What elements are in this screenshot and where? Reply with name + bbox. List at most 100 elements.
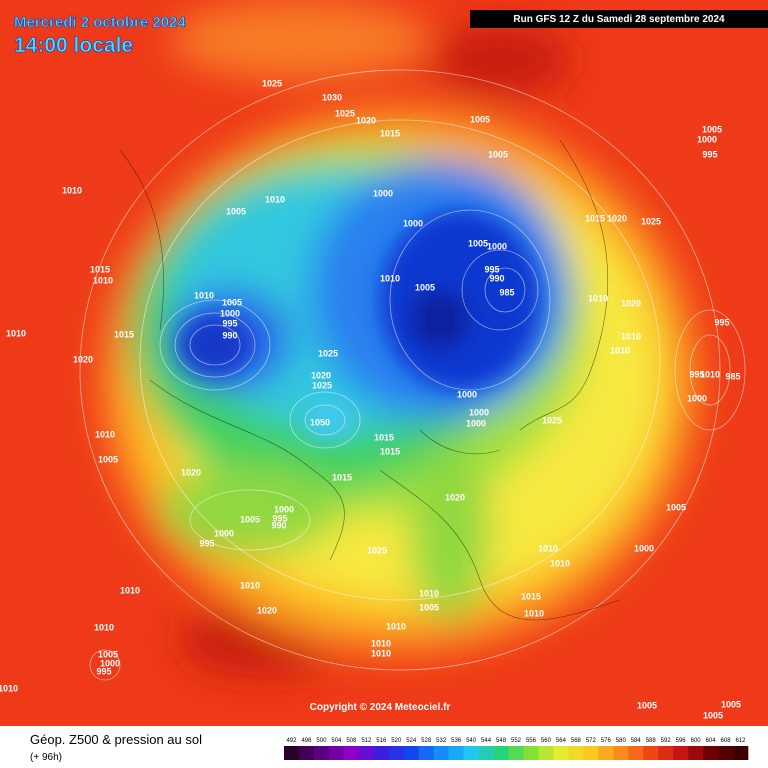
isobar-label: 1010 bbox=[371, 648, 391, 658]
isobar-label: 1010 bbox=[550, 558, 570, 568]
isobar-label: 1010 bbox=[93, 275, 113, 285]
isobar-label: 1010 bbox=[62, 185, 82, 195]
scale-label: 548 bbox=[496, 738, 507, 744]
isobar-label: 1020 bbox=[181, 467, 201, 477]
scale-swatch bbox=[688, 746, 704, 760]
isobar-label: 1000 bbox=[373, 188, 393, 198]
isobar-label: 985 bbox=[725, 371, 740, 381]
isobar-label: 995 bbox=[222, 318, 237, 328]
isobar-label: 1000 bbox=[403, 218, 423, 228]
isobar-label: 1005 bbox=[226, 206, 246, 216]
isobar-label: 1005 bbox=[666, 502, 686, 512]
isobar-label: 1025 bbox=[312, 380, 332, 390]
isobar-label: 990 bbox=[489, 273, 504, 283]
isobar-label: 1005 bbox=[721, 699, 741, 709]
scale-swatch bbox=[418, 746, 434, 760]
scale-swatch bbox=[658, 746, 674, 760]
isobar-label: 1010 bbox=[240, 580, 260, 590]
scale-swatch bbox=[358, 746, 375, 760]
scale-swatch bbox=[703, 746, 719, 760]
scale-label: 496 bbox=[301, 738, 312, 744]
scale-swatch bbox=[433, 746, 449, 760]
time-title: 14:00 locale bbox=[14, 34, 133, 57]
isobar-label: 1010 bbox=[386, 621, 406, 631]
isobar-label: 1015 bbox=[332, 472, 352, 482]
color-scale: 492 496 500 504 508 512 516 520 524 528 532 536 540 5… bbox=[284, 738, 749, 760]
scale-label: 512 bbox=[361, 738, 372, 744]
isobar-label: 1005 bbox=[222, 297, 242, 307]
scale-label: 540 bbox=[466, 738, 477, 744]
footer-lead: (+ 96h) bbox=[30, 752, 62, 763]
isobar-label: 995 bbox=[714, 317, 729, 327]
scale-swatch bbox=[553, 746, 569, 760]
scale-label: 552 bbox=[511, 738, 522, 744]
scale-label: 544 bbox=[481, 738, 492, 744]
scale-label: 584 bbox=[631, 738, 642, 744]
scale-swatch bbox=[508, 746, 524, 760]
scale-label: 556 bbox=[526, 738, 537, 744]
isobar-label: 1010 bbox=[265, 194, 285, 204]
isobar-label: 1010 bbox=[94, 622, 114, 632]
isobar-label: 1000 bbox=[100, 658, 120, 668]
scale-swatch bbox=[478, 746, 494, 760]
isobar-label: 995 bbox=[702, 149, 717, 159]
scale-label: 528 bbox=[421, 738, 432, 744]
isobars bbox=[79, 69, 746, 681]
scale-label: 600 bbox=[691, 738, 702, 744]
date-title: Mercredi 2 octobre 2024 bbox=[14, 14, 186, 31]
isobar-label: 1000 bbox=[687, 393, 707, 403]
isobar-label: 1000 bbox=[457, 389, 477, 399]
isobar-label: 1005 bbox=[637, 700, 657, 710]
isobar-label: 1005 bbox=[470, 114, 490, 124]
scale-swatch bbox=[463, 746, 479, 760]
scale-swatch bbox=[523, 746, 539, 760]
scale-swatch bbox=[613, 746, 629, 760]
scale-label: 560 bbox=[541, 738, 552, 744]
isobar-label: 1015 bbox=[585, 213, 605, 223]
isobar-label: 1000 bbox=[634, 543, 654, 553]
isobar-label: 995 bbox=[199, 538, 214, 548]
scale-swatch bbox=[733, 746, 749, 760]
isobar-label: 1010 bbox=[524, 608, 544, 618]
isobar-label: 995 bbox=[484, 264, 499, 274]
isobar-label: 1010 bbox=[621, 331, 641, 341]
isobar-label: 1015 bbox=[374, 432, 394, 442]
isobar-label: 1015 bbox=[380, 128, 400, 138]
scale-label: 516 bbox=[376, 738, 387, 744]
isobar-label: 1020 bbox=[621, 298, 641, 308]
isobar-label: 1000 bbox=[214, 528, 234, 538]
isobar-label: 1015 bbox=[114, 329, 134, 339]
scale-swatch bbox=[298, 746, 315, 760]
copyright: Copyright © 2024 Meteociel.fr bbox=[310, 702, 451, 713]
scale-label: 500 bbox=[316, 738, 327, 744]
coastlines bbox=[119, 139, 621, 621]
scale-label: 596 bbox=[676, 738, 687, 744]
scale-label: 508 bbox=[346, 738, 357, 744]
isobar-label: 1005 bbox=[702, 124, 722, 134]
scale-label: 564 bbox=[556, 738, 567, 744]
isobar-label: 990 bbox=[271, 520, 286, 530]
scale-label: 568 bbox=[571, 738, 582, 744]
scale-swatch bbox=[343, 746, 360, 760]
isobar-label: 1010 bbox=[120, 585, 140, 595]
scale-swatch bbox=[373, 746, 390, 760]
isobar-label: 1025 bbox=[262, 78, 282, 88]
isobar-label: 1005 bbox=[703, 710, 723, 720]
isobar-label: 1010 bbox=[194, 290, 214, 300]
isobar-label: 1025 bbox=[318, 348, 338, 358]
isobar-label: 1025 bbox=[335, 108, 355, 118]
isobar-label: 1010 bbox=[419, 588, 439, 598]
scale-label: 612 bbox=[736, 738, 747, 744]
isobar-label: 995 bbox=[272, 513, 287, 523]
isobar-label: 1020 bbox=[356, 115, 376, 125]
low-centers bbox=[180, 210, 540, 440]
scale-label: 592 bbox=[661, 738, 672, 744]
scale-label: 588 bbox=[646, 738, 657, 744]
scale-swatch bbox=[568, 746, 584, 760]
isobar-labels: 1025103010251020101510051005100510009951… bbox=[0, 78, 741, 720]
isobar-label: 1000 bbox=[487, 241, 507, 251]
scale-swatch bbox=[328, 746, 345, 760]
isobar-label: 1005 bbox=[415, 282, 435, 292]
scale-swatch bbox=[448, 746, 464, 760]
isobar-label: 1020 bbox=[73, 354, 93, 364]
